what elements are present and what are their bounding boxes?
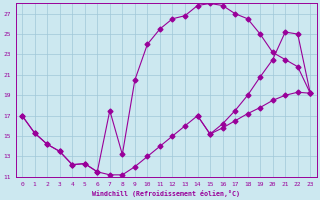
X-axis label: Windchill (Refroidissement éolien,°C): Windchill (Refroidissement éolien,°C)	[92, 190, 240, 197]
